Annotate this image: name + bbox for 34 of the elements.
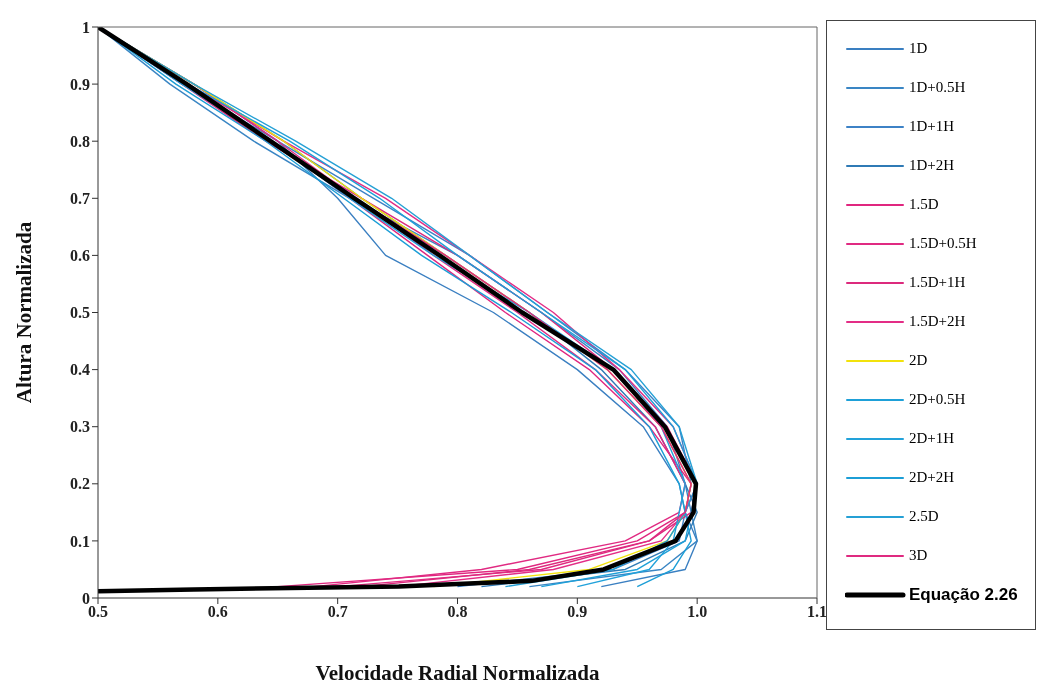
legend-label: 1.5D xyxy=(909,196,939,213)
legend-label: 1.5D+0.5H xyxy=(909,235,977,252)
x-axis-title: Velocidade Radial Normalizada xyxy=(315,661,600,685)
legend-label: 1D xyxy=(909,40,928,57)
x-tick-label: 0.7 xyxy=(327,603,348,621)
y-tick-label: 0.1 xyxy=(70,532,90,550)
x-tick-label: 0.8 xyxy=(447,603,468,621)
legend-label: 2D+0.5H xyxy=(909,391,966,408)
y-tick-label: 0.8 xyxy=(70,132,90,150)
legend-label: 1D+2H xyxy=(909,157,955,174)
x-tick-label: 1.0 xyxy=(687,603,708,621)
x-tick-label: 0.6 xyxy=(207,603,228,621)
legend-label: 1.5D+2H xyxy=(909,313,966,330)
y-tick-label: 0.5 xyxy=(70,304,90,322)
y-tick-label: 0 xyxy=(82,589,90,607)
y-tick-label: 0.2 xyxy=(70,475,90,493)
legend-label: 2D+2H xyxy=(909,469,955,486)
legend-label: Equação 2.26 xyxy=(909,584,1018,605)
x-tick-label: 1.1 xyxy=(807,603,827,621)
legend-label: 2D+1H xyxy=(909,430,955,447)
y-tick-label: 0.6 xyxy=(70,247,90,265)
y-tick-label: 0.4 xyxy=(70,361,90,379)
legend-label: 1.5D+1H xyxy=(909,274,966,291)
legend-label: 1D+1H xyxy=(909,118,955,135)
x-tick-label: 0.9 xyxy=(567,603,588,621)
legend-label: 1D+0.5H xyxy=(909,79,966,96)
y-tick-label: 0.3 xyxy=(70,418,90,436)
y-axis-title: Altura Normalizada xyxy=(12,221,37,404)
y-tick-label: 0.7 xyxy=(70,189,90,207)
y-tick-label: 1 xyxy=(82,18,90,36)
y-tick-label: 0.9 xyxy=(70,75,90,93)
legend-label: 2D xyxy=(909,352,928,369)
legend-label: 3D xyxy=(909,547,928,564)
legend-label: 2.5D xyxy=(909,508,939,525)
